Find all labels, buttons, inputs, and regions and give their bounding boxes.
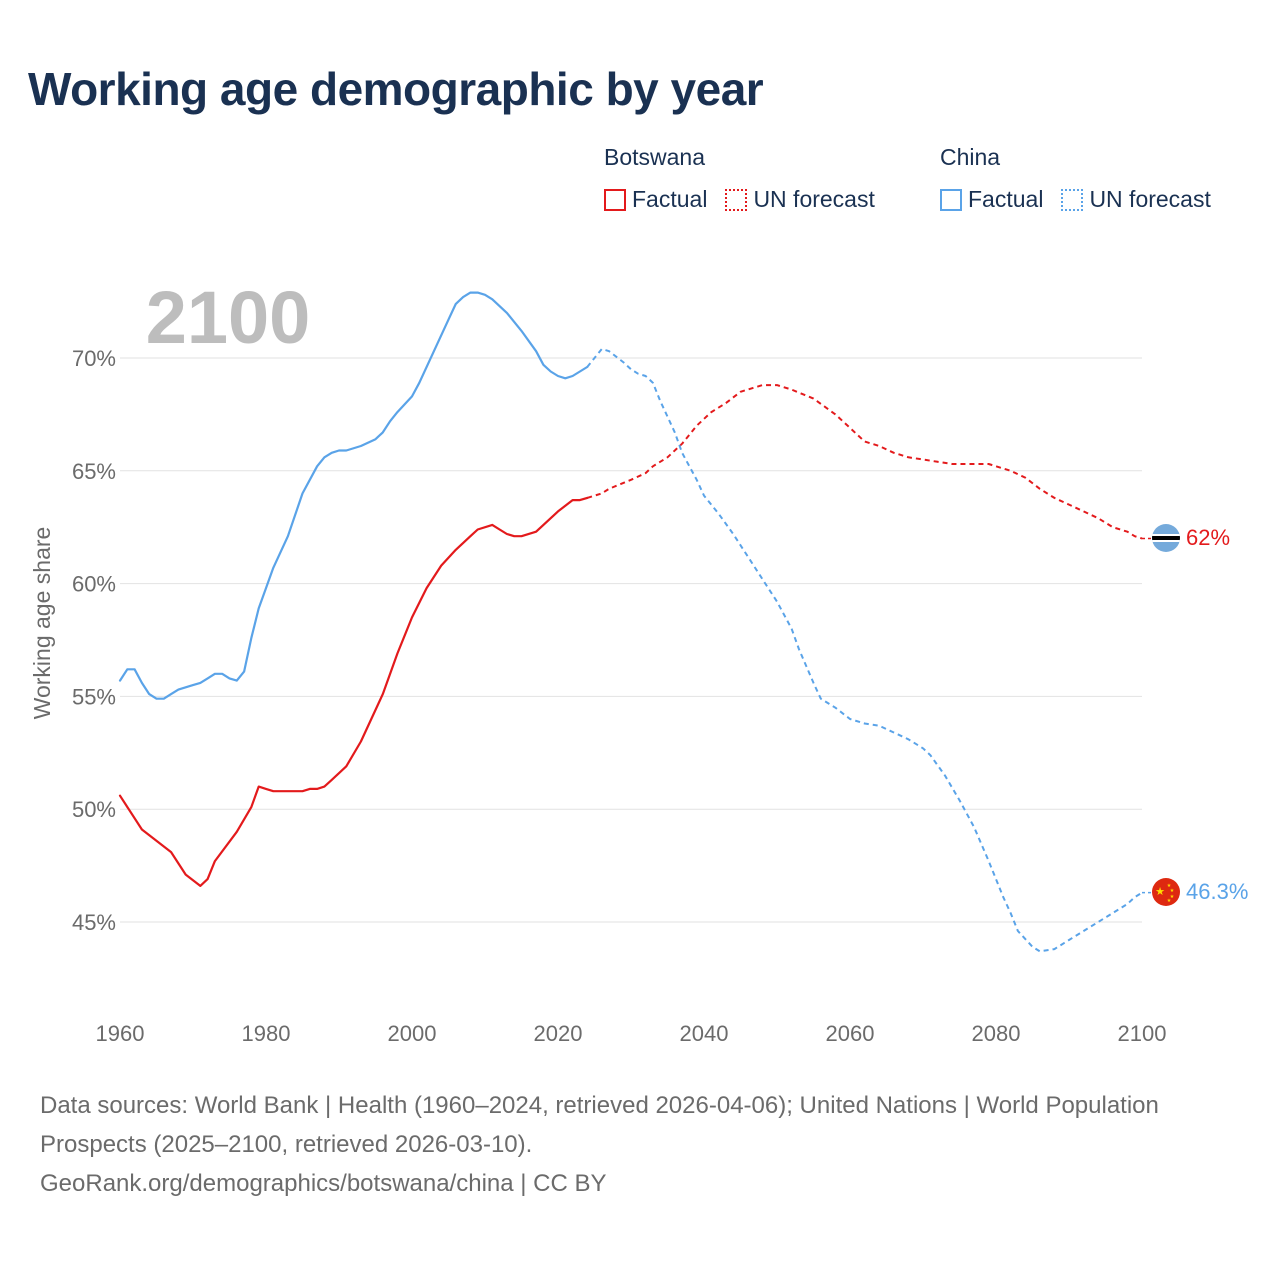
attribution: GeoRank.org/demographics/botswana/china … — [40, 1170, 607, 1197]
legend-swatch-dotted — [725, 188, 748, 211]
y-axis-label: Working age share — [29, 527, 55, 720]
x-tick-label: 2080 — [972, 1021, 1021, 1046]
legend-item-botswana-forecast[interactable]: UN forecast — [725, 186, 875, 213]
y-tick-label: 70% — [72, 346, 116, 371]
x-tick-label: 2020 — [534, 1021, 583, 1046]
svg-text:★: ★ — [1167, 883, 1172, 889]
legend-swatch-solid — [604, 188, 626, 211]
legend-swatch-solid — [940, 188, 962, 211]
legend-label: Factual — [632, 186, 708, 212]
footer: Data sources: World Bank | Health (1960–… — [40, 1086, 1220, 1203]
data-sources: Data sources: World Bank | Health (1960–… — [40, 1092, 1159, 1158]
y-axis: 45% 50% 55% 60% 65% 70% — [72, 346, 116, 935]
china-flag-icon: ★ ★ ★ ★ ★ — [1152, 878, 1180, 906]
legend-group-botswana: Botswana Factual UN forecast — [604, 144, 893, 213]
series-line-botswana-forecast — [586, 384, 1143, 540]
line-chart: 2100 Working age share 45% 50% 55% 60% 65% 70… — [29, 276, 1248, 1046]
x-axis: 1960 1980 2000 2020 2040 2060 2080 2100 — [96, 1021, 1167, 1046]
x-tick-label: 2100 — [1118, 1021, 1167, 1046]
end-value-label-china: 46.3% — [1186, 879, 1248, 904]
series-line-china-factual — [118, 291, 589, 700]
legend-label: Factual — [968, 186, 1044, 212]
series-line-botswana-factual — [118, 496, 589, 887]
year-label: 2100 — [146, 276, 311, 359]
svg-text:★: ★ — [1167, 898, 1172, 904]
y-tick-label: 60% — [72, 572, 116, 597]
legend-group-title: China — [940, 144, 1001, 170]
legend-item-botswana-factual[interactable]: Factual — [604, 186, 707, 213]
x-tick-label: 2000 — [388, 1021, 437, 1046]
botswana-flag-icon — [1152, 524, 1180, 552]
grid — [120, 357, 1142, 923]
x-tick-label: 2060 — [826, 1021, 875, 1046]
chart-title: Working age demographic by year — [28, 63, 764, 115]
end-value-label-botswana: 62% — [1186, 525, 1230, 550]
x-tick-label: 2040 — [680, 1021, 729, 1046]
legend-label: UN forecast — [1089, 186, 1211, 212]
legend-item-china-factual[interactable]: Factual — [940, 186, 1043, 213]
legend-swatch-dotted — [1061, 188, 1084, 211]
svg-text:★: ★ — [1170, 894, 1175, 900]
legend-label: UN forecast — [753, 186, 875, 212]
svg-text:★: ★ — [1170, 888, 1175, 894]
x-tick-label: 1980 — [242, 1021, 291, 1046]
y-tick-label: 55% — [72, 684, 116, 709]
series-lines — [118, 291, 1152, 953]
y-tick-label: 65% — [72, 459, 116, 484]
y-tick-label: 45% — [72, 910, 116, 935]
y-tick-label: 50% — [72, 797, 116, 822]
series-line-china-forecast — [586, 348, 1143, 953]
legend-group-china: China Factual UN forecast — [940, 144, 1229, 213]
legend-item-china-forecast[interactable]: UN forecast — [1061, 186, 1211, 213]
x-tick-label: 1960 — [96, 1021, 145, 1046]
legend-group-title: Botswana — [604, 144, 706, 170]
svg-text:★: ★ — [1155, 885, 1165, 898]
